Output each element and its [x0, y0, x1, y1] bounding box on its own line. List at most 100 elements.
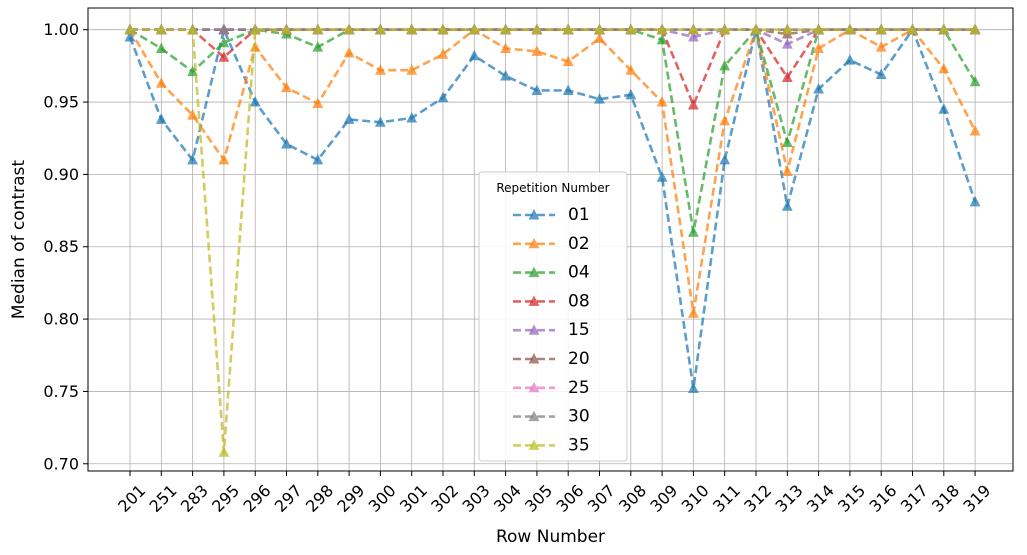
legend-item-30: 30 — [513, 407, 590, 427]
data-point — [656, 171, 668, 182]
data-point — [938, 62, 950, 74]
data-point — [406, 64, 418, 75]
x-tick-label: 308 — [615, 481, 650, 516]
legend-marker-swatch — [528, 237, 540, 249]
data-point — [343, 113, 355, 124]
x-tick-label: 303 — [459, 481, 494, 516]
x-tick-label: 310 — [678, 481, 713, 516]
legend-marker-swatch — [528, 324, 540, 335]
y-tick-label: 0.90 — [43, 165, 79, 184]
data-point — [218, 153, 230, 165]
x-tick-label: 309 — [646, 481, 681, 516]
data-point — [813, 23, 824, 35]
series-line — [128, 28, 977, 390]
data-point — [875, 41, 887, 52]
data-point — [155, 77, 167, 88]
y-tick-label: 1.00 — [43, 20, 79, 39]
x-tick-label: 301 — [396, 481, 431, 516]
data-point — [656, 23, 668, 35]
data-point — [437, 91, 449, 103]
data-point — [155, 42, 167, 54]
series-line — [130, 28, 976, 107]
data-point — [218, 36, 230, 48]
legend-label: 20 — [568, 349, 590, 369]
data-point — [375, 64, 386, 75]
legend-marker-swatch — [528, 266, 540, 278]
x-tick-label: 306 — [552, 481, 587, 516]
data-point — [155, 113, 167, 124]
data-point — [656, 96, 668, 107]
legend-item-25: 25 — [513, 378, 590, 398]
legend-item-01: 01 — [513, 205, 590, 225]
x-tick-label: 307 — [584, 481, 619, 516]
data-point — [688, 23, 699, 35]
data-point — [625, 88, 637, 100]
data-point — [249, 96, 261, 107]
data-point — [969, 23, 981, 35]
series-line — [128, 28, 977, 315]
data-point — [813, 83, 824, 94]
data-point — [719, 114, 731, 126]
data-point — [781, 38, 793, 49]
data-point — [875, 23, 887, 35]
data-point — [437, 48, 449, 59]
legend-marker-swatch — [528, 353, 540, 364]
data-point — [719, 59, 731, 71]
x-axis-ticks: 2012512832952962972982993003013023033043… — [114, 471, 994, 516]
legend-label: 30 — [568, 407, 590, 427]
data-point — [531, 84, 543, 95]
data-point — [907, 23, 918, 35]
data-point — [688, 307, 699, 318]
data-point — [312, 153, 324, 165]
x-tick-label: 305 — [521, 481, 556, 516]
legend-item-15: 15 — [513, 320, 590, 340]
data-point — [688, 30, 699, 42]
data-point — [719, 23, 731, 35]
data-point — [500, 23, 511, 35]
data-point — [938, 23, 950, 35]
x-tick-label: 317 — [897, 481, 932, 516]
y-axis-ticks: 0.70 0.75 0.80 0.85 0.90 0.95 1.00 — [43, 20, 88, 473]
data-point — [155, 23, 167, 35]
data-point — [312, 41, 324, 52]
data-point — [562, 84, 574, 95]
y-tick-label: 0.70 — [43, 454, 79, 473]
data-point — [625, 64, 637, 75]
data-point — [594, 32, 605, 43]
data-point — [969, 75, 981, 87]
x-axis-title: Row Number — [496, 527, 605, 547]
x-tick-label: 297 — [271, 481, 306, 516]
data-point — [500, 70, 511, 81]
legend-label: 01 — [568, 205, 590, 225]
y-axis-title: Median of contrast — [9, 160, 29, 319]
plot-frame — [87, 7, 1014, 472]
legend-marker-swatch — [528, 295, 540, 306]
data-point — [187, 153, 198, 165]
data-point — [688, 98, 699, 110]
legend-label: 04 — [568, 263, 590, 283]
data-point — [969, 195, 981, 207]
data-point — [594, 93, 605, 104]
data-point — [124, 23, 136, 35]
series-35 — [124, 23, 981, 457]
legend-item-35: 35 — [513, 435, 590, 455]
data-point — [312, 23, 324, 35]
data-point — [594, 23, 605, 35]
data-point — [312, 97, 324, 108]
x-tick-label: 296 — [239, 481, 274, 516]
x-tick-label: 201 — [114, 481, 149, 516]
data-point — [281, 23, 292, 35]
legend-item-20: 20 — [513, 349, 590, 369]
legend-label: 25 — [568, 378, 590, 398]
legend-marker-swatch — [528, 381, 540, 393]
data-point — [969, 124, 981, 136]
legend-label: 15 — [568, 320, 590, 340]
data-point — [218, 446, 230, 457]
data-point — [781, 71, 793, 82]
data-point — [781, 23, 793, 35]
data-point — [688, 382, 699, 394]
legend-label: 35 — [568, 435, 590, 455]
data-point — [218, 51, 230, 62]
data-point — [688, 226, 699, 237]
x-tick-label: 312 — [740, 481, 775, 516]
